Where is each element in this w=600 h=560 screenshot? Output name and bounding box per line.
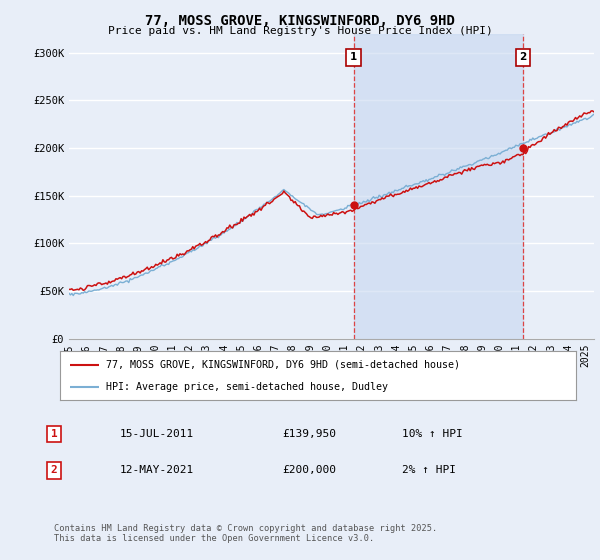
Text: 2: 2 [519,53,527,63]
Text: 2: 2 [50,465,58,475]
Text: £200,000: £200,000 [282,465,336,475]
Text: 10% ↑ HPI: 10% ↑ HPI [402,429,463,439]
Text: Price paid vs. HM Land Registry's House Price Index (HPI): Price paid vs. HM Land Registry's House … [107,26,493,36]
Text: 77, MOSS GROVE, KINGSWINFORD, DY6 9HD: 77, MOSS GROVE, KINGSWINFORD, DY6 9HD [145,14,455,28]
Text: 12-MAY-2021: 12-MAY-2021 [120,465,194,475]
Text: £139,950: £139,950 [282,429,336,439]
Text: Contains HM Land Registry data © Crown copyright and database right 2025.
This d: Contains HM Land Registry data © Crown c… [54,524,437,543]
Bar [354,34,523,339]
Text: 1: 1 [350,53,358,63]
Text: 15-JUL-2011: 15-JUL-2011 [120,429,194,439]
Text: 77, MOSS GROVE, KINGSWINFORD, DY6 9HD (semi-detached house): 77, MOSS GROVE, KINGSWINFORD, DY6 9HD (s… [106,360,460,370]
Text: HPI: Average price, semi-detached house, Dudley: HPI: Average price, semi-detached house,… [106,381,388,391]
Text: 2% ↑ HPI: 2% ↑ HPI [402,465,456,475]
Text: 1: 1 [50,429,58,439]
